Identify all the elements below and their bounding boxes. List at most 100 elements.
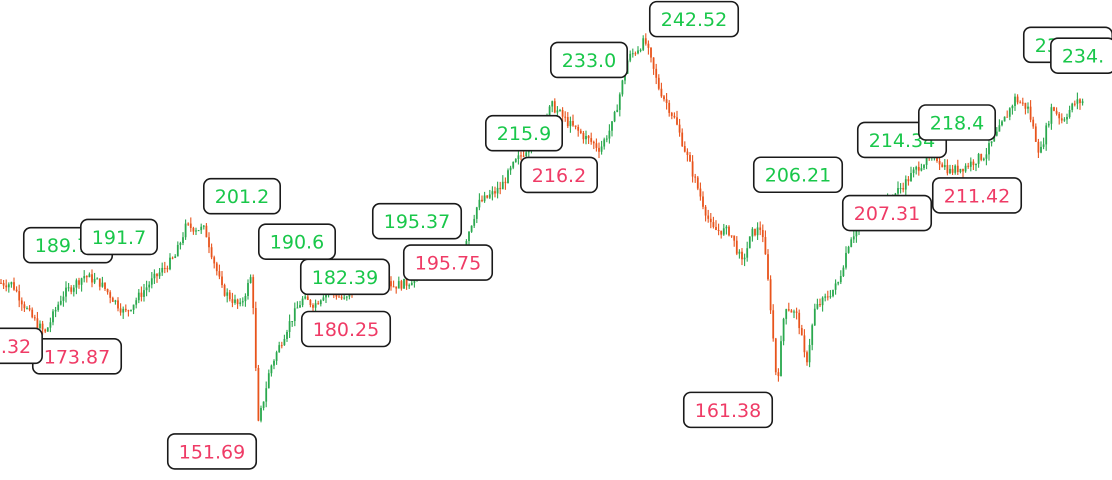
candle-body (657, 77, 660, 89)
candle-body (925, 156, 928, 165)
candle-399 (1037, 138, 1040, 159)
price-label-low-2: 173.87 (31, 338, 123, 375)
candle-body (959, 168, 962, 173)
candle-body (54, 309, 57, 312)
candle-body (618, 94, 621, 110)
candle-265 (689, 152, 691, 162)
candle-154 (400, 279, 403, 291)
candle-412 (1071, 102, 1074, 113)
candle-body (972, 161, 975, 166)
price-label-text: 6.32 (0, 336, 31, 358)
candle-body (301, 298, 304, 306)
candle-body (712, 222, 715, 227)
candle-308 (800, 324, 803, 336)
candle-212 (551, 100, 554, 113)
candle-body (244, 295, 247, 302)
candle-227 (590, 132, 593, 145)
candle-181 (470, 225, 473, 233)
candle-body (637, 50, 639, 54)
candle-body (564, 116, 567, 118)
candle-197 (512, 161, 515, 170)
candle-body (314, 303, 317, 308)
candle-80 (208, 232, 210, 254)
candle-body (769, 279, 772, 311)
candle-48 (124, 304, 127, 313)
candle-28 (72, 284, 75, 297)
candle-313 (813, 303, 816, 326)
candle-23 (59, 295, 62, 306)
candle-body (223, 285, 226, 296)
candle-body (691, 161, 694, 177)
candle-body (270, 365, 273, 374)
price-label-text: 234. (1062, 46, 1104, 68)
candle-112 (291, 320, 294, 327)
candle-body (689, 154, 691, 162)
candle-390 (1014, 93, 1016, 111)
candle-body (782, 318, 785, 342)
candle-189 (491, 186, 494, 201)
candle-body (621, 80, 624, 95)
candle-body (5, 285, 8, 288)
candle-body (639, 49, 642, 51)
candle-221 (574, 125, 577, 130)
candle-body (954, 165, 957, 173)
candle-body (273, 360, 275, 366)
candle-243 (631, 48, 634, 58)
candle-56 (145, 280, 148, 297)
candle-391 (1016, 94, 1019, 105)
candle-43 (111, 296, 114, 302)
candle-398 (1034, 123, 1037, 142)
candle-body (260, 407, 262, 421)
candle-14 (36, 311, 39, 330)
candle-body (720, 230, 723, 235)
candle-318 (826, 290, 829, 301)
candle-385 (1001, 120, 1003, 127)
price-label-high-14: 242.52 (648, 0, 740, 38)
candle-body (613, 112, 616, 122)
candle-body (733, 235, 736, 241)
candle-75 (195, 227, 197, 236)
candle-88 (228, 289, 231, 302)
candle-body (161, 267, 164, 273)
candle-315 (819, 298, 821, 308)
candle-body (85, 276, 88, 278)
candle-89 (231, 292, 234, 308)
candle-body (725, 226, 728, 229)
candle-195 (507, 168, 509, 184)
candle-305 (793, 309, 795, 319)
candle-body (1011, 105, 1014, 109)
candle-body (192, 227, 195, 232)
candle-body (491, 191, 494, 195)
candle-body (631, 53, 634, 55)
candle-259 (673, 112, 676, 119)
candle-body (988, 143, 990, 155)
candle-409 (1063, 117, 1066, 122)
candle-body (241, 301, 244, 303)
candle-349 (907, 176, 910, 186)
candle-body (83, 276, 86, 279)
candle-body (41, 323, 44, 330)
candle-292 (759, 221, 762, 236)
candle-362 (941, 162, 944, 168)
candle-44 (114, 299, 117, 305)
candle-body (57, 304, 60, 310)
candle-388 (1008, 107, 1011, 121)
candle-body (221, 276, 223, 286)
price-label-high-9: 195.37 (371, 202, 463, 240)
candle-400 (1040, 141, 1042, 154)
candle-body (798, 312, 801, 329)
price-label-low-8: 180.25 (300, 310, 392, 348)
candle-body (130, 309, 132, 311)
candle-body (317, 303, 320, 305)
candle-54 (140, 286, 143, 302)
candle-17 (44, 328, 47, 334)
candle-98 (254, 301, 257, 372)
candle-69 (179, 241, 182, 250)
candle-405 (1053, 106, 1055, 112)
candle-body (800, 328, 803, 336)
candle-body (577, 126, 580, 131)
candle-body (764, 237, 767, 255)
candle-body (1073, 103, 1076, 105)
price-label-high-11: 215.9 (484, 114, 564, 152)
